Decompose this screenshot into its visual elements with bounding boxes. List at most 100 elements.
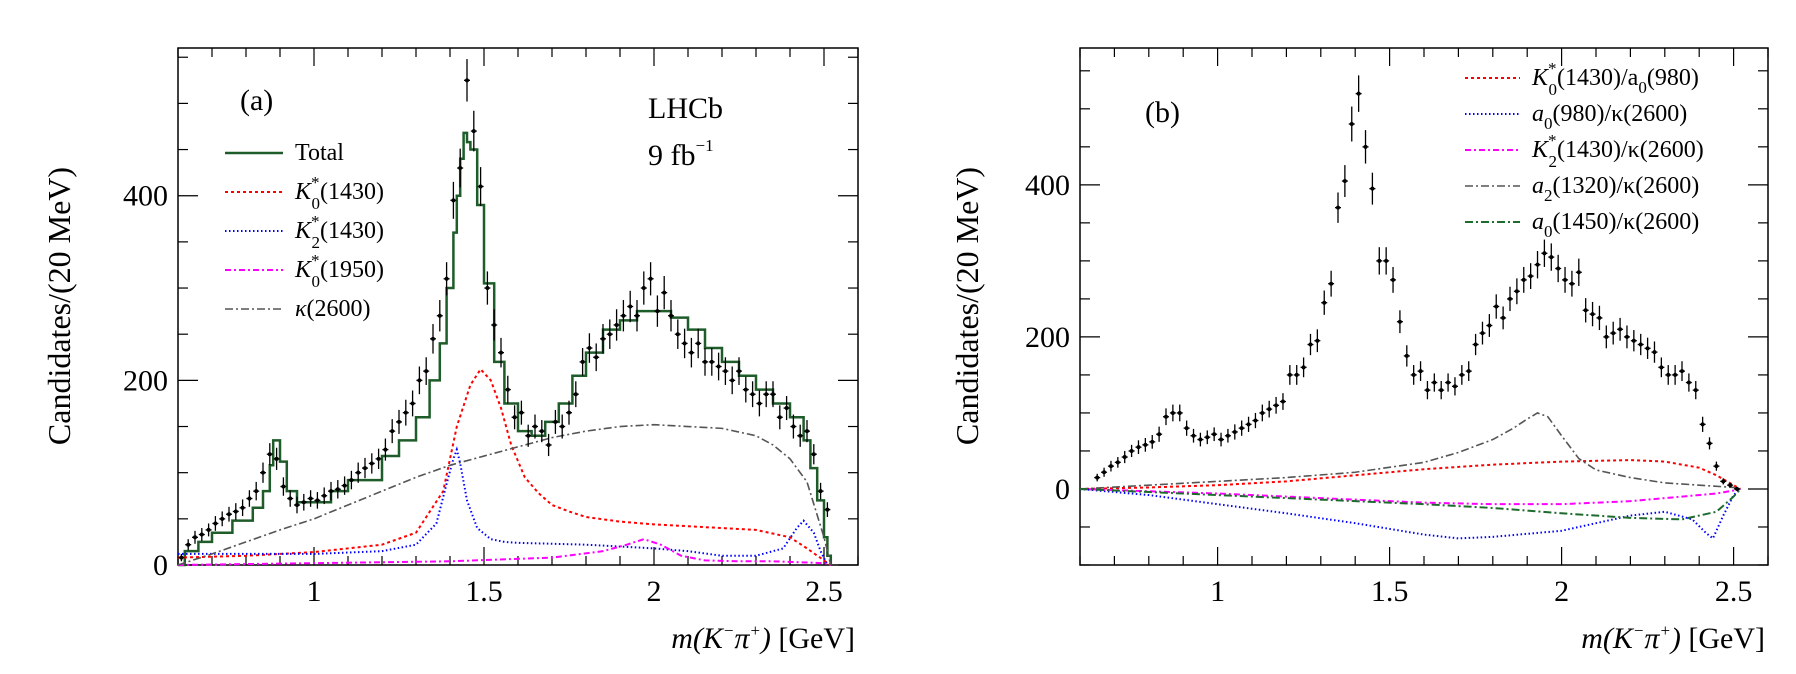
panel-b: 1 1.5 2 2.5 0 200 400 Candidates/(20 MeV) m(K… bbox=[949, 47, 1769, 655]
x-label-sup1-b: − bbox=[1633, 621, 1644, 640]
data-point bbox=[593, 343, 600, 372]
data-point bbox=[1128, 444, 1135, 458]
data-point bbox=[1094, 473, 1101, 482]
x-label-sup2-a: + bbox=[749, 621, 760, 640]
data-point bbox=[674, 319, 681, 349]
data-point bbox=[1679, 361, 1685, 382]
data-point bbox=[348, 470, 355, 490]
data-point bbox=[504, 375, 511, 404]
data-point bbox=[797, 424, 804, 447]
x-label-mid-a: π bbox=[734, 622, 750, 655]
data-point bbox=[1568, 270, 1575, 297]
data-point bbox=[287, 490, 294, 507]
data-point bbox=[273, 447, 280, 470]
data-point bbox=[518, 400, 525, 425]
data-point bbox=[498, 337, 504, 368]
data-point bbox=[1424, 381, 1431, 400]
data-point bbox=[559, 414, 566, 439]
data-point bbox=[681, 328, 688, 359]
x-axis-label-b: m(K−π+) [GeV] bbox=[1581, 621, 1765, 655]
data-point bbox=[702, 348, 708, 376]
plot-frame-a bbox=[177, 47, 859, 566]
data-point bbox=[790, 414, 797, 439]
legend-label: Total bbox=[295, 140, 344, 166]
data-point bbox=[1224, 428, 1231, 443]
data-point bbox=[647, 262, 654, 296]
data-point bbox=[477, 167, 484, 206]
data-point bbox=[314, 492, 321, 509]
x-tick-label: 1 bbox=[307, 575, 322, 608]
data-point bbox=[1734, 486, 1741, 491]
y-tick-label: 400 bbox=[1025, 169, 1070, 202]
data-point bbox=[1197, 432, 1204, 447]
data-point bbox=[532, 414, 538, 439]
data-point bbox=[1727, 482, 1734, 488]
legend-entry-a01450_kappa: a0(1450)/κ(2600) bbox=[1465, 209, 1699, 241]
data-point bbox=[1644, 337, 1651, 359]
data-point bbox=[1204, 430, 1211, 445]
data-point bbox=[1266, 400, 1273, 418]
data-point bbox=[640, 271, 647, 305]
data-point bbox=[1713, 461, 1720, 471]
data-point bbox=[1279, 393, 1286, 410]
data-point bbox=[722, 357, 729, 385]
data-point bbox=[1658, 357, 1665, 378]
panel-label-b: (b) bbox=[1145, 96, 1180, 129]
data-point bbox=[205, 523, 212, 537]
y-tick-label: 400 bbox=[123, 180, 168, 213]
data-point bbox=[198, 528, 205, 541]
y-tick-label: 0 bbox=[1055, 473, 1070, 506]
luminosity-exp: −1 bbox=[696, 136, 714, 155]
data-point bbox=[1135, 440, 1142, 454]
data-point bbox=[1245, 416, 1252, 432]
y-tick-label: 200 bbox=[123, 364, 168, 397]
data-point bbox=[1101, 467, 1108, 477]
data-point bbox=[294, 496, 300, 514]
data-point bbox=[1610, 321, 1617, 345]
data-point bbox=[1513, 278, 1520, 305]
curve-kappa bbox=[177, 423, 832, 566]
x-tick-label: 2 bbox=[647, 575, 662, 608]
data-point bbox=[1699, 416, 1706, 432]
panel-a: 1 1.5 2 2.5 0 200 400 Candidates/(20 MeV) m(K… bbox=[41, 47, 859, 655]
data-point bbox=[1403, 345, 1410, 367]
data-point bbox=[1458, 365, 1465, 385]
legend-entry-k2_1430: K* 2(1430) bbox=[225, 212, 384, 252]
data-point bbox=[450, 181, 457, 219]
data-point bbox=[307, 490, 314, 507]
data-point bbox=[409, 390, 416, 417]
y-tick-labels-a: 0 200 400 bbox=[123, 180, 168, 582]
legend-entry-k2_kappa: K* 2(1430)/κ(2600) bbox=[1465, 131, 1704, 171]
data-point bbox=[321, 487, 328, 505]
data-point bbox=[1231, 424, 1238, 440]
legend-label: a0(980)/κ(2600) bbox=[1532, 101, 1687, 133]
legend-b: K* 0(1430)/a0(980)a0(980)/κ(2600)K* 2(1430… bbox=[1465, 59, 1704, 241]
data-point bbox=[1438, 381, 1445, 400]
axis-ticks-a bbox=[177, 48, 859, 566]
legend-label: a0(1450)/κ(2600) bbox=[1532, 209, 1699, 241]
data-point bbox=[1445, 373, 1452, 392]
data-point bbox=[1451, 377, 1458, 396]
y-axis-label-b: Candidates/(20 MeV) bbox=[949, 167, 985, 445]
data-point bbox=[606, 319, 613, 349]
curve-a2_kappa bbox=[1079, 412, 1741, 490]
data-point bbox=[368, 453, 375, 474]
data-point bbox=[246, 490, 253, 507]
data-point bbox=[525, 424, 532, 447]
data-point bbox=[457, 148, 464, 188]
y-tick-label: 0 bbox=[153, 549, 168, 582]
legend-entry-k0_1430: K* 0(1430) bbox=[225, 173, 384, 213]
data-point bbox=[756, 390, 763, 417]
curve-k2_kappa bbox=[1079, 487, 1741, 506]
data-point bbox=[736, 357, 742, 385]
data-point bbox=[1335, 192, 1341, 223]
data-point bbox=[1672, 365, 1679, 385]
x-tick-label: 1.5 bbox=[465, 575, 503, 608]
data-point bbox=[1355, 75, 1362, 112]
data-point bbox=[355, 462, 362, 483]
data-point bbox=[232, 503, 239, 520]
data-point bbox=[1293, 365, 1300, 385]
y-tick-labels-b: 0 200 400 bbox=[1025, 169, 1070, 506]
data-point bbox=[810, 444, 817, 465]
data-point bbox=[1692, 381, 1699, 400]
